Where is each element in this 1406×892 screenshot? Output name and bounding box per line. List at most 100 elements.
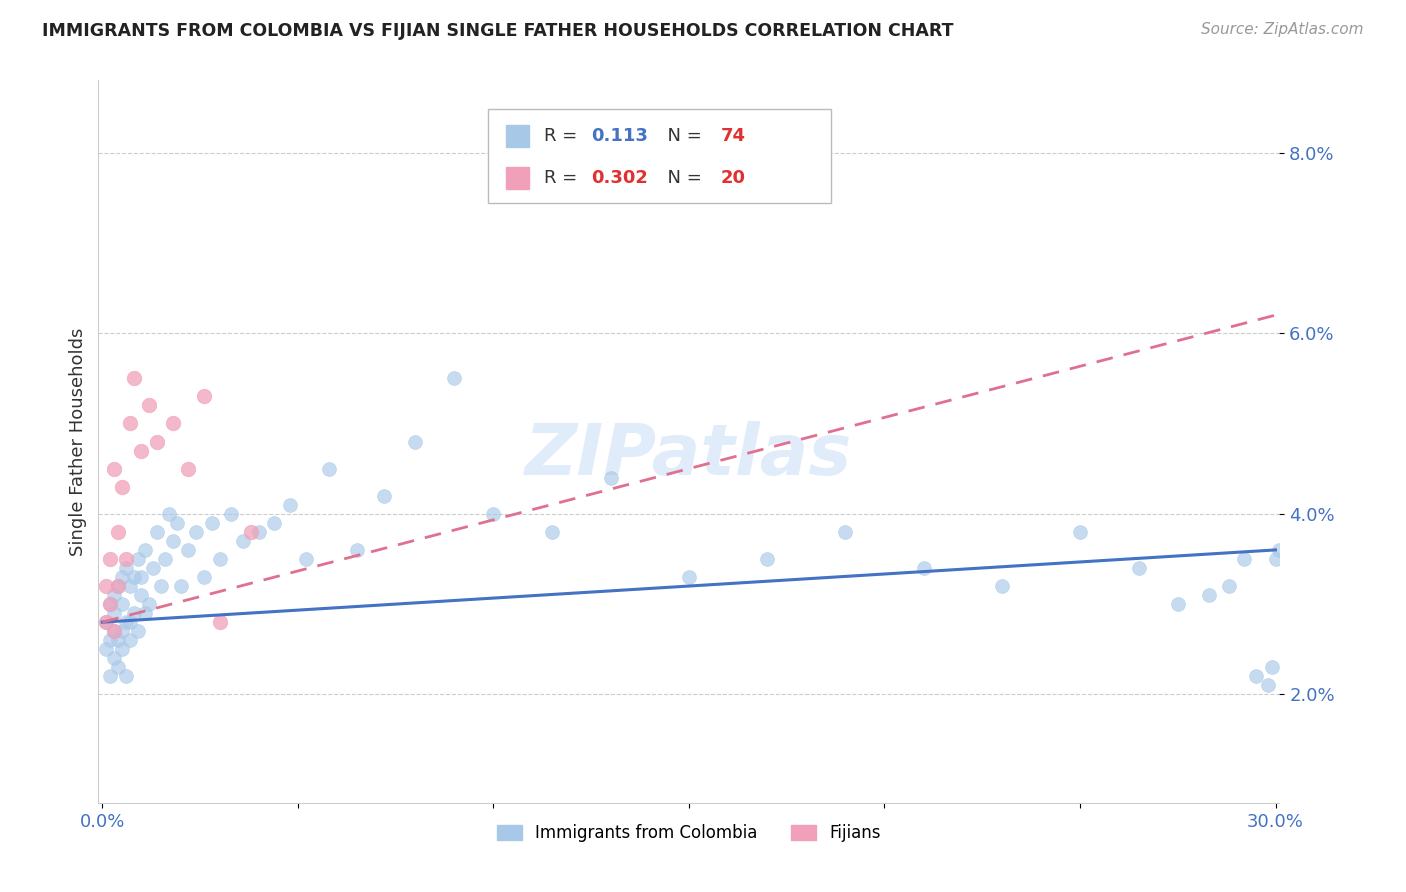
Point [404, 434, 426, 449]
Point [118, 615, 141, 630]
Point [107, 579, 129, 593]
Point [127, 624, 149, 639]
Point [599, 470, 621, 484]
Point [678, 570, 700, 584]
Point [103, 651, 125, 665]
Point [131, 443, 153, 458]
Point [169, 579, 191, 593]
Point [138, 398, 160, 412]
Text: Source: ZipAtlas.com: Source: ZipAtlas.com [1201, 22, 1364, 37]
Point [142, 561, 165, 575]
Point [201, 516, 224, 530]
Point [107, 633, 129, 648]
Point [98, 597, 121, 611]
FancyBboxPatch shape [506, 168, 530, 189]
Point [98, 633, 121, 648]
Point [239, 524, 262, 539]
Point [134, 542, 156, 557]
Point [318, 461, 340, 475]
Point [1264, 552, 1286, 566]
Point [756, 552, 779, 566]
Point [127, 552, 149, 566]
Point [193, 389, 215, 403]
Point [111, 642, 134, 657]
Point [443, 371, 465, 385]
Point [114, 561, 136, 575]
Point [146, 524, 169, 539]
Y-axis label: Single Father Households: Single Father Households [69, 327, 87, 556]
Point [346, 542, 368, 557]
Point [1260, 660, 1282, 674]
Point [208, 615, 231, 630]
Point [1257, 678, 1279, 692]
Point [541, 524, 564, 539]
Point [107, 579, 129, 593]
Point [122, 371, 145, 385]
Point [96, 615, 118, 630]
Point [98, 552, 121, 566]
Point [1069, 524, 1091, 539]
Point [186, 524, 208, 539]
Point [150, 579, 173, 593]
Point [103, 588, 125, 602]
Text: N =: N = [655, 169, 707, 187]
Point [98, 669, 121, 683]
Point [1244, 669, 1267, 683]
Text: IMMIGRANTS FROM COLOMBIA VS FIJIAN SINGLE FATHER HOUSEHOLDS CORRELATION CHART: IMMIGRANTS FROM COLOMBIA VS FIJIAN SINGL… [42, 22, 953, 40]
Point [107, 524, 129, 539]
Point [118, 417, 141, 431]
Point [912, 561, 935, 575]
Point [1167, 597, 1189, 611]
Point [162, 533, 184, 548]
Point [98, 597, 121, 611]
Text: ZIPatlas: ZIPatlas [526, 422, 852, 491]
Point [96, 579, 118, 593]
Point [1233, 552, 1256, 566]
Point [177, 461, 200, 475]
FancyBboxPatch shape [506, 125, 530, 147]
Text: 0.302: 0.302 [591, 169, 648, 187]
Point [111, 480, 134, 494]
Point [1218, 579, 1240, 593]
Point [208, 552, 231, 566]
Point [263, 516, 285, 530]
Point [114, 552, 136, 566]
Point [232, 533, 254, 548]
Point [111, 570, 134, 584]
Point [162, 417, 184, 431]
Point [96, 642, 118, 657]
Point [294, 552, 316, 566]
Point [134, 606, 156, 620]
Text: R =: R = [544, 169, 582, 187]
Point [482, 507, 505, 521]
Point [146, 434, 169, 449]
Point [131, 588, 153, 602]
Point [138, 597, 160, 611]
Text: 20: 20 [721, 169, 745, 187]
Point [103, 624, 125, 639]
Point [122, 570, 145, 584]
Point [107, 660, 129, 674]
Point [114, 669, 136, 683]
Point [103, 606, 125, 620]
Point [103, 624, 125, 639]
Point [153, 552, 176, 566]
Point [114, 615, 136, 630]
Point [118, 579, 141, 593]
Point [122, 606, 145, 620]
Point [221, 507, 243, 521]
Point [96, 615, 118, 630]
Point [157, 507, 180, 521]
Text: 0.113: 0.113 [591, 127, 648, 145]
Point [991, 579, 1014, 593]
Text: R =: R = [544, 127, 582, 145]
Text: 74: 74 [721, 127, 745, 145]
Point [103, 461, 125, 475]
Point [118, 633, 141, 648]
Point [177, 542, 200, 557]
Point [278, 498, 301, 512]
Point [131, 570, 153, 584]
Point [1198, 588, 1220, 602]
Point [111, 597, 134, 611]
Point [834, 524, 856, 539]
